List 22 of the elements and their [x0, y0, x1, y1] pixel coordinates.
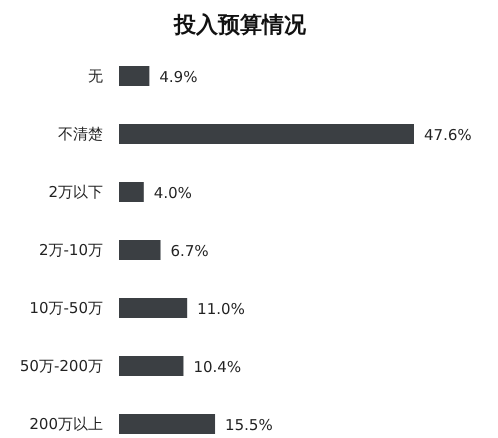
data-label: 47.6% — [424, 126, 472, 144]
bar — [119, 414, 216, 434]
bar — [119, 240, 161, 260]
y-tick-label: 200万以上 — [29, 415, 103, 433]
data-label: 11.0% — [197, 300, 245, 318]
data-label: 4.0% — [154, 184, 192, 202]
data-label: 4.9% — [159, 68, 198, 86]
y-tick-label: 10万-50万 — [29, 299, 103, 317]
y-tick-label: 2万以下 — [48, 183, 103, 201]
data-label: 10.4% — [193, 358, 242, 376]
y-tick-label: 不清楚 — [58, 125, 103, 143]
data-label: 15.5% — [225, 416, 273, 434]
y-tick-label: 无 — [88, 67, 103, 85]
y-tick-label: 2万-10万 — [38, 241, 103, 259]
bar — [119, 124, 414, 144]
bar — [119, 66, 150, 86]
bar — [119, 356, 184, 376]
bar — [119, 182, 144, 202]
data-label: 6.7% — [170, 242, 209, 260]
chart-title: 投入预算情况 — [173, 13, 307, 38]
bar — [119, 298, 188, 318]
y-tick-label: 50万-200万 — [20, 357, 103, 375]
